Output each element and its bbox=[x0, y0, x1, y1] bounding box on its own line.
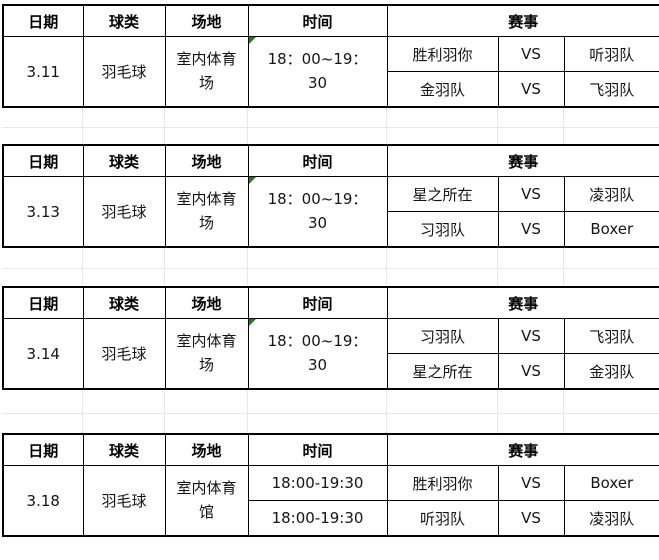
venue-cell[interactable]: 室内体育场 bbox=[164, 36, 249, 108]
comment-flag-icon bbox=[249, 37, 256, 44]
header-cell-date[interactable]: 日期 bbox=[2, 4, 84, 37]
away-team-cell[interactable]: 凌羽队 bbox=[563, 176, 659, 212]
time-text: 18：00~19：30 bbox=[267, 332, 368, 374]
home-team-cell[interactable]: 听羽队 bbox=[386, 500, 499, 537]
ball-type-cell[interactable]: 羽毛球 bbox=[82, 318, 166, 390]
header-cell-venue[interactable]: 场地 bbox=[164, 286, 249, 319]
time-text: 18：00~19：30 bbox=[267, 190, 368, 232]
time-cell[interactable]: 18：00~19：30 bbox=[247, 318, 388, 390]
time-text: 18：00~19：30 bbox=[267, 50, 368, 92]
date-cell[interactable]: 3.13 bbox=[2, 176, 84, 248]
match-row: 3.13 羽毛球 室内体育场 18：00~19：30 星之所在 VS 凌羽队 bbox=[2, 176, 659, 248]
vs-cell[interactable]: VS bbox=[497, 318, 565, 354]
home-team-cell[interactable]: 星之所在 bbox=[386, 353, 499, 390]
away-team-cell[interactable]: Boxer bbox=[563, 465, 659, 501]
header-row: 日期 球类 场地 时间 赛事 bbox=[2, 4, 659, 37]
header-row: 日期 球类 场地 时间 赛事 bbox=[2, 144, 659, 177]
comment-flag-icon bbox=[249, 319, 256, 326]
header-cell-venue[interactable]: 场地 bbox=[164, 433, 249, 466]
header-cell-event[interactable]: 赛事 bbox=[386, 144, 659, 177]
away-team-cell[interactable]: 凌羽队 bbox=[563, 500, 659, 537]
header-cell-time[interactable]: 时间 bbox=[247, 286, 388, 319]
vs-cell[interactable]: VS bbox=[497, 500, 565, 537]
schedule-table-2: 日期 球类 场地 时间 赛事 3.13 羽毛球 室内体育场 18：00~19：3… bbox=[2, 144, 659, 248]
match-row: 星之所在 VS 金羽队 bbox=[3, 353, 659, 390]
header-row: 日期 球类 场地 时间 赛事 bbox=[2, 286, 659, 319]
header-cell-ball[interactable]: 球类 bbox=[82, 286, 166, 319]
vs-cell[interactable]: VS bbox=[497, 353, 565, 390]
date-cell[interactable]: 3.11 bbox=[2, 36, 84, 108]
date-cell[interactable]: 3.18 bbox=[2, 465, 84, 537]
header-cell-venue[interactable]: 场地 bbox=[164, 144, 249, 177]
header-cell-event[interactable]: 赛事 bbox=[386, 433, 659, 466]
time-cell[interactable]: 18:00-19:30 bbox=[247, 465, 388, 501]
ball-type-cell[interactable]: 羽毛球 bbox=[82, 36, 166, 108]
home-team-cell[interactable]: 金羽队 bbox=[386, 71, 499, 108]
away-team-cell[interactable]: 金羽队 bbox=[563, 353, 659, 390]
vs-cell[interactable]: VS bbox=[497, 465, 565, 501]
header-cell-venue[interactable]: 场地 bbox=[164, 4, 249, 37]
date-cell[interactable]: 3.14 bbox=[2, 318, 84, 390]
header-cell-ball[interactable]: 球类 bbox=[82, 144, 166, 177]
schedule-table-3: 日期 球类 场地 时间 赛事 3.14 羽毛球 室内体育场 18：00~19：3… bbox=[2, 286, 659, 390]
ball-type-cell[interactable]: 羽毛球 bbox=[82, 176, 166, 248]
venue-cell[interactable]: 室内体育场 bbox=[164, 318, 249, 390]
schedule-table-1: 日期 球类 场地 时间 赛事 3.11 羽毛球 室内体育场 18：00~19：3… bbox=[2, 4, 659, 108]
venue-text: 室内体育场 bbox=[176, 50, 237, 92]
home-team-cell[interactable]: 习羽队 bbox=[386, 318, 499, 354]
time-cell[interactable]: 18:00-19:30 bbox=[247, 500, 388, 537]
header-cell-event[interactable]: 赛事 bbox=[386, 4, 659, 37]
spreadsheet-gap bbox=[2, 390, 659, 433]
header-cell-date[interactable]: 日期 bbox=[2, 144, 84, 177]
header-cell-ball[interactable]: 球类 bbox=[82, 4, 166, 37]
away-team-cell[interactable]: 飞羽队 bbox=[563, 71, 659, 108]
ball-type-cell[interactable]: 羽毛球 bbox=[82, 465, 166, 537]
away-team-cell[interactable]: 听羽队 bbox=[563, 36, 659, 72]
time-cell[interactable]: 18：00~19：30 bbox=[247, 176, 388, 248]
vs-cell[interactable]: VS bbox=[497, 176, 565, 212]
spreadsheet-gap bbox=[2, 108, 659, 144]
venue-text: 室内体育场 bbox=[176, 332, 237, 374]
match-row: 3.14 羽毛球 室内体育场 18：00~19：30 习羽队 VS 飞羽队 bbox=[2, 318, 659, 390]
match-row: 金羽队 VS 飞羽队 bbox=[3, 71, 659, 108]
match-row: 3.18 羽毛球 室内体育馆 18:00-19:30 胜利羽你 VS Boxer bbox=[2, 465, 659, 537]
header-cell-date[interactable]: 日期 bbox=[2, 286, 84, 319]
home-team-cell[interactable]: 胜利羽你 bbox=[386, 465, 499, 501]
vs-cell[interactable]: VS bbox=[497, 71, 565, 108]
header-cell-time[interactable]: 时间 bbox=[247, 4, 388, 37]
header-cell-ball[interactable]: 球类 bbox=[82, 433, 166, 466]
home-team-cell[interactable]: 星之所在 bbox=[386, 176, 499, 212]
home-team-cell[interactable]: 习羽队 bbox=[386, 211, 499, 248]
comment-flag-icon bbox=[249, 177, 256, 184]
header-cell-time[interactable]: 时间 bbox=[247, 144, 388, 177]
venue-cell[interactable]: 室内体育场 bbox=[164, 176, 249, 248]
header-cell-date[interactable]: 日期 bbox=[2, 433, 84, 466]
away-team-cell[interactable]: 飞羽队 bbox=[563, 318, 659, 354]
away-team-cell[interactable]: Boxer bbox=[563, 211, 659, 248]
venue-text: 室内体育场 bbox=[176, 190, 237, 232]
header-cell-time[interactable]: 时间 bbox=[247, 433, 388, 466]
header-row: 日期 球类 场地 时间 赛事 bbox=[2, 433, 659, 466]
header-cell-event[interactable]: 赛事 bbox=[386, 286, 659, 319]
spreadsheet-gap bbox=[2, 248, 659, 286]
venue-text: 室内体育馆 bbox=[176, 479, 237, 521]
match-row: 18:00-19:30 听羽队 VS 凌羽队 bbox=[3, 500, 659, 537]
schedule-table-4: 日期 球类 场地 时间 赛事 3.18 羽毛球 室内体育馆 18:00-19:3… bbox=[2, 433, 659, 537]
match-row: 3.11 羽毛球 室内体育场 18：00~19：30 胜利羽你 VS 听羽队 bbox=[2, 36, 659, 108]
match-row: 习羽队 VS Boxer bbox=[3, 211, 659, 248]
venue-cell[interactable]: 室内体育馆 bbox=[164, 465, 249, 537]
vs-cell[interactable]: VS bbox=[497, 211, 565, 248]
vs-cell[interactable]: VS bbox=[497, 36, 565, 72]
time-cell[interactable]: 18：00~19：30 bbox=[247, 36, 388, 108]
home-team-cell[interactable]: 胜利羽你 bbox=[386, 36, 499, 72]
